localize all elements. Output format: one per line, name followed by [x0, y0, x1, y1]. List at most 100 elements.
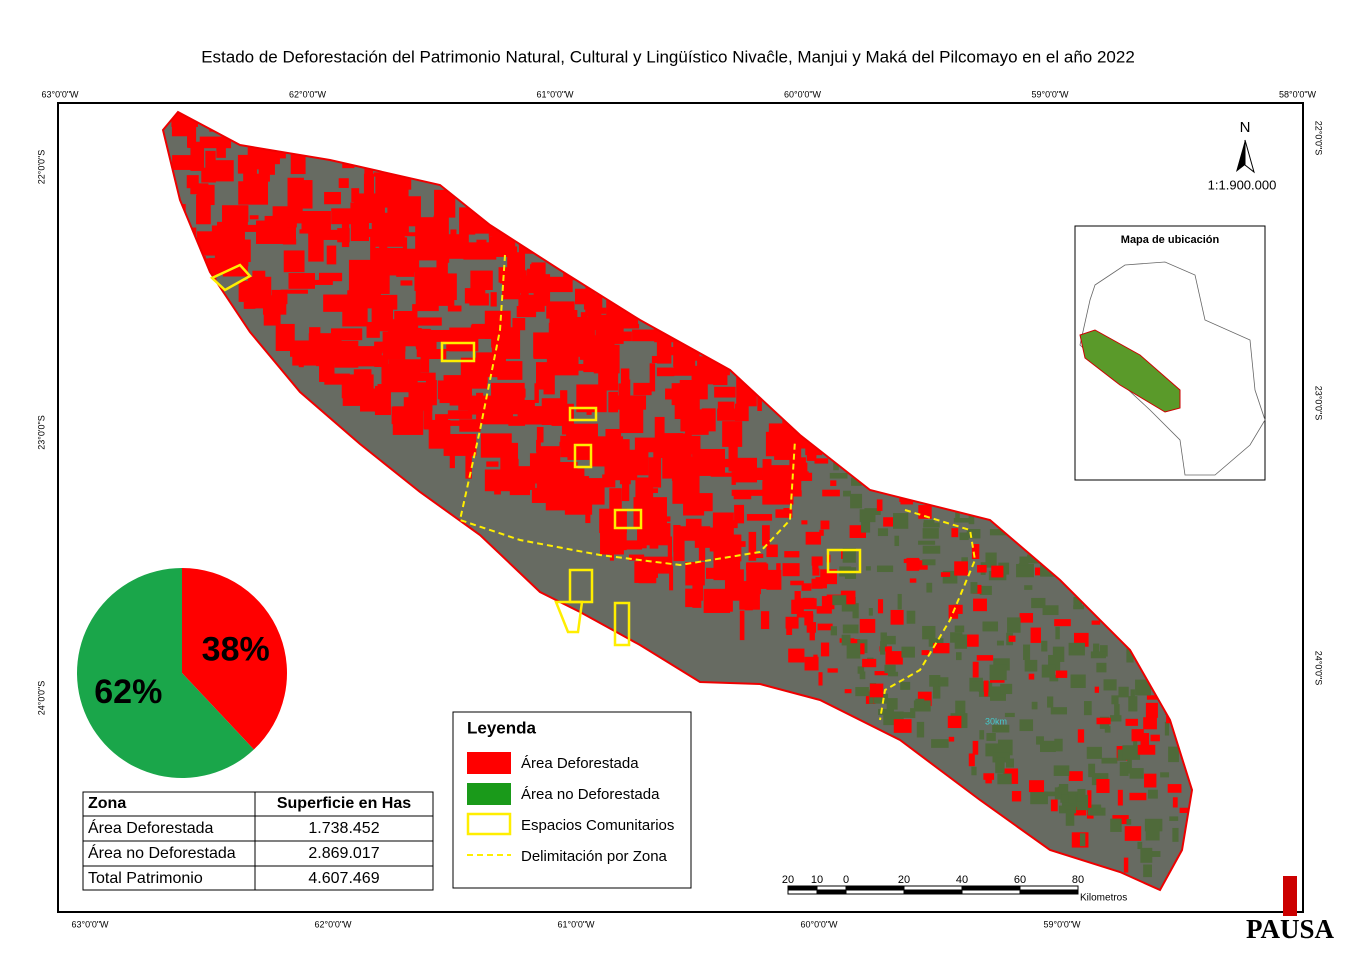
deforested-patch [794, 591, 801, 606]
deforested-patch [423, 398, 433, 430]
deforested-patch [302, 279, 333, 285]
deforested-patch [667, 536, 673, 567]
deforested-patch [1148, 851, 1161, 857]
deforested-patch [701, 408, 716, 432]
deforested-patch [1096, 717, 1111, 725]
deforested-patch [1118, 686, 1129, 698]
deforested-patch [731, 489, 766, 496]
deforested-patch [885, 651, 903, 665]
deforested-patch [916, 560, 928, 570]
deforested-patch [985, 552, 997, 568]
deforested-patch [878, 708, 894, 716]
deforested-patch [619, 540, 643, 550]
deforested-patch [543, 369, 555, 395]
deforested-patch [500, 450, 510, 480]
deforested-patch [196, 194, 211, 225]
deforested-patch [531, 487, 550, 503]
deforested-patch [1096, 662, 1107, 673]
scale-segment [961, 885, 1021, 891]
deforested-patch [534, 383, 539, 403]
deforested-patch [851, 477, 862, 486]
deforested-patch [283, 250, 305, 273]
deforested-patch [1028, 673, 1035, 680]
scale-bar: 20 10 0 20 40 60 80 Kilometros [782, 874, 1127, 904]
deforested-patch [1101, 757, 1118, 764]
deforested-patch [753, 553, 764, 558]
deforested-patch [622, 477, 630, 502]
deforested-patch [774, 435, 802, 460]
deforested-patch [1058, 783, 1069, 793]
table-cell: 4.607.469 [308, 870, 379, 887]
deforested-patch [1054, 787, 1062, 800]
deforested-patch [806, 453, 817, 461]
deforested-patch [760, 611, 770, 630]
deforested-patch [227, 65, 244, 86]
deforested-patch [865, 566, 871, 571]
deforested-patch [879, 646, 892, 652]
deforested-patch [785, 616, 799, 629]
deforested-patch [388, 359, 421, 378]
deforested-patch [817, 623, 833, 631]
deforested-patch [171, 55, 187, 60]
legend-label: Espacios Comunitarios [521, 817, 674, 834]
deforested-patch [1016, 563, 1034, 578]
logo-text: PAUSA [1246, 914, 1335, 944]
deforested-patch [376, 292, 381, 313]
deforested-patch [1160, 772, 1170, 778]
deforested-patch [859, 671, 866, 680]
deforested-patch [1055, 670, 1068, 678]
deforested-patch [970, 582, 978, 594]
deforested-patch [1145, 825, 1160, 841]
deforested-patch [1068, 771, 1083, 781]
deforested-patch [579, 335, 602, 360]
deforested-patch [1040, 740, 1056, 753]
deforested-patch [1110, 715, 1122, 722]
deforested-patch [989, 664, 1007, 681]
coord-label: 22°0'0"S [1314, 121, 1324, 156]
deforested-patch [673, 357, 696, 376]
scale-segment [845, 885, 905, 891]
deforested-patch [608, 391, 618, 413]
deforested-patch [199, 136, 232, 149]
deforested-patch [995, 757, 1005, 774]
deforested-patch [888, 671, 899, 677]
pie-label: 38% [202, 631, 270, 669]
deforested-patch [804, 614, 814, 626]
deforested-patch [585, 297, 594, 317]
deforested-patch [971, 681, 986, 690]
deforested-patch [665, 388, 676, 400]
deforested-patch [272, 206, 303, 224]
deforested-patch [955, 508, 960, 519]
deforested-patch [1077, 729, 1085, 743]
deforested-patch [256, 75, 278, 105]
deforested-patch [250, 144, 261, 170]
deforested-patch [951, 528, 959, 538]
deforested-patch [694, 527, 717, 548]
deforested-patch [1167, 784, 1182, 793]
inset-title: Mapa de ubicación [1121, 234, 1220, 246]
deforested-patch [1147, 789, 1158, 799]
deforested-patch [992, 752, 1010, 763]
deforested-patch [832, 595, 847, 606]
deforested-patch [262, 152, 286, 159]
deforested-patch [222, 205, 249, 223]
deforested-patch [842, 624, 859, 634]
deforested-patch [1117, 749, 1127, 761]
scale-ratio: 1:1.900.000 [1208, 177, 1277, 192]
deforested-patch [355, 228, 375, 237]
deforested-patch [786, 625, 793, 635]
deforested-patch [178, 59, 184, 89]
deforested-patch [1088, 763, 1096, 778]
deforested-patch [1150, 734, 1160, 742]
deforested-patch [971, 766, 977, 776]
deforested-patch [1096, 778, 1110, 793]
deforested-patch [509, 487, 531, 496]
deforested-patch [435, 414, 449, 437]
deforested-patch [1145, 702, 1158, 718]
deforested-patch [873, 693, 889, 704]
deforested-patch [821, 596, 835, 610]
coord-label: 59°0'0"W [1043, 919, 1081, 929]
deforested-patch [685, 562, 705, 586]
deforested-patch [884, 664, 896, 674]
